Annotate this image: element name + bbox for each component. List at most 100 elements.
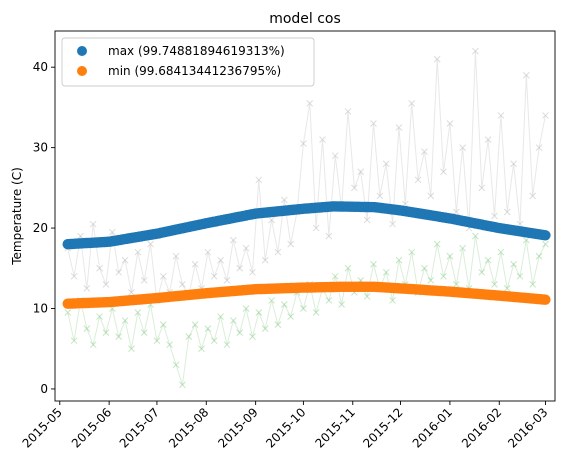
observed-point: [542, 240, 549, 248]
observed-point: [395, 256, 403, 264]
legend-entry: min (99.68413441236795%): [108, 64, 281, 78]
observed-point: [242, 305, 250, 312]
x-tick-label: 2015-09: [215, 405, 260, 450]
observed-point: [70, 337, 78, 345]
observed-point: [484, 256, 492, 264]
observed-point: [128, 289, 135, 296]
observed-point: [408, 248, 416, 256]
observed-point: [478, 268, 486, 276]
observed-point: [503, 285, 511, 292]
x-axis: 2015-05 2015-06 2015-07 2015-08 2015-09 2015-…: [20, 401, 551, 451]
observed-series-line-3: [67, 236, 546, 386]
observed-point: [300, 140, 307, 147]
observed-point: [472, 232, 479, 240]
observed-point: [147, 240, 154, 248]
y-tick-label: 10: [33, 302, 48, 316]
observed-point: [503, 208, 511, 216]
observed-point: [121, 256, 129, 264]
observed-point: [344, 108, 352, 115]
observed-point: [159, 272, 167, 280]
observed-point: [70, 272, 78, 280]
observed-point: [134, 248, 142, 256]
observed-point: [229, 236, 237, 244]
observed-point: [376, 192, 384, 200]
observed-point: [344, 264, 352, 272]
observed-point: [96, 264, 103, 272]
legend-entry: max (99.74881894619313%): [108, 44, 285, 58]
y-tick-label: 20: [33, 221, 48, 235]
observed-point: [478, 184, 486, 192]
observed-point: [287, 313, 295, 320]
observed-point: [535, 252, 543, 260]
observed-point: [363, 293, 371, 300]
observed-point: [300, 305, 307, 312]
observed-point: [223, 276, 231, 284]
observed-point: [166, 341, 174, 349]
x-tick-label: 2015-10: [263, 405, 308, 450]
observed-point: [389, 220, 396, 228]
observed-point: [421, 148, 428, 156]
observed-point: [210, 272, 218, 280]
observed-point: [255, 309, 263, 316]
chart-title: model cos: [269, 11, 341, 27]
observed-point: [459, 244, 466, 252]
observed-point: [268, 297, 275, 304]
observed-point: [159, 321, 167, 328]
observed-point: [96, 313, 103, 320]
observed-point: [191, 321, 199, 328]
y-axis-label: Temperature (C): [10, 167, 24, 266]
legend-marker: [77, 66, 87, 76]
observed-point: [261, 256, 269, 264]
observed-point: [179, 281, 186, 288]
x-tick-label: 2015-11: [313, 405, 358, 450]
observed-point: [204, 325, 212, 332]
observed-point: [370, 260, 377, 268]
observed-point: [491, 281, 498, 288]
observed-point: [395, 124, 403, 131]
observed-point: [83, 325, 91, 332]
y-tick-label: 40: [33, 60, 48, 74]
observed-point: [529, 281, 537, 288]
legend-marker: [77, 46, 87, 56]
observed-point: [172, 252, 180, 260]
observed-point: [108, 228, 116, 236]
observed-point: [382, 160, 390, 168]
observed-point: [102, 281, 110, 288]
observed-point: [357, 168, 365, 176]
observed-point: [134, 309, 142, 316]
x-tick-label: 2016-01: [410, 405, 455, 450]
observed-point: [446, 120, 454, 127]
observed-point: [287, 240, 295, 248]
observed-point: [236, 329, 244, 336]
observed-point: [370, 120, 377, 127]
observed-point: [427, 192, 435, 200]
observed-point: [440, 272, 447, 280]
observed-point: [185, 333, 193, 341]
observed-point: [319, 136, 326, 143]
observed-point: [497, 248, 505, 256]
observed-point: [312, 224, 320, 232]
observed-point: [491, 212, 498, 220]
observed-point: [83, 285, 91, 292]
observed-point: [351, 184, 358, 192]
observed-point: [325, 232, 333, 240]
x-tick-label: 2016-03: [505, 405, 550, 450]
x-tick-label: 2015-07: [117, 405, 162, 450]
observed-point: [331, 152, 339, 160]
observed-point: [249, 333, 256, 341]
observed-point: [522, 71, 530, 79]
observed-point: [77, 232, 84, 240]
observed-point: [427, 276, 435, 284]
observed-point: [516, 272, 524, 280]
observed-point: [363, 216, 371, 224]
observed-point: [306, 100, 314, 107]
observed-point: [121, 317, 129, 324]
observed-point: [312, 309, 320, 316]
observed-point: [255, 176, 263, 184]
observed-point: [268, 216, 275, 224]
observed-point: [510, 160, 517, 168]
observed-point: [191, 260, 199, 268]
observed-point: [249, 268, 256, 276]
observed-point: [433, 240, 441, 248]
